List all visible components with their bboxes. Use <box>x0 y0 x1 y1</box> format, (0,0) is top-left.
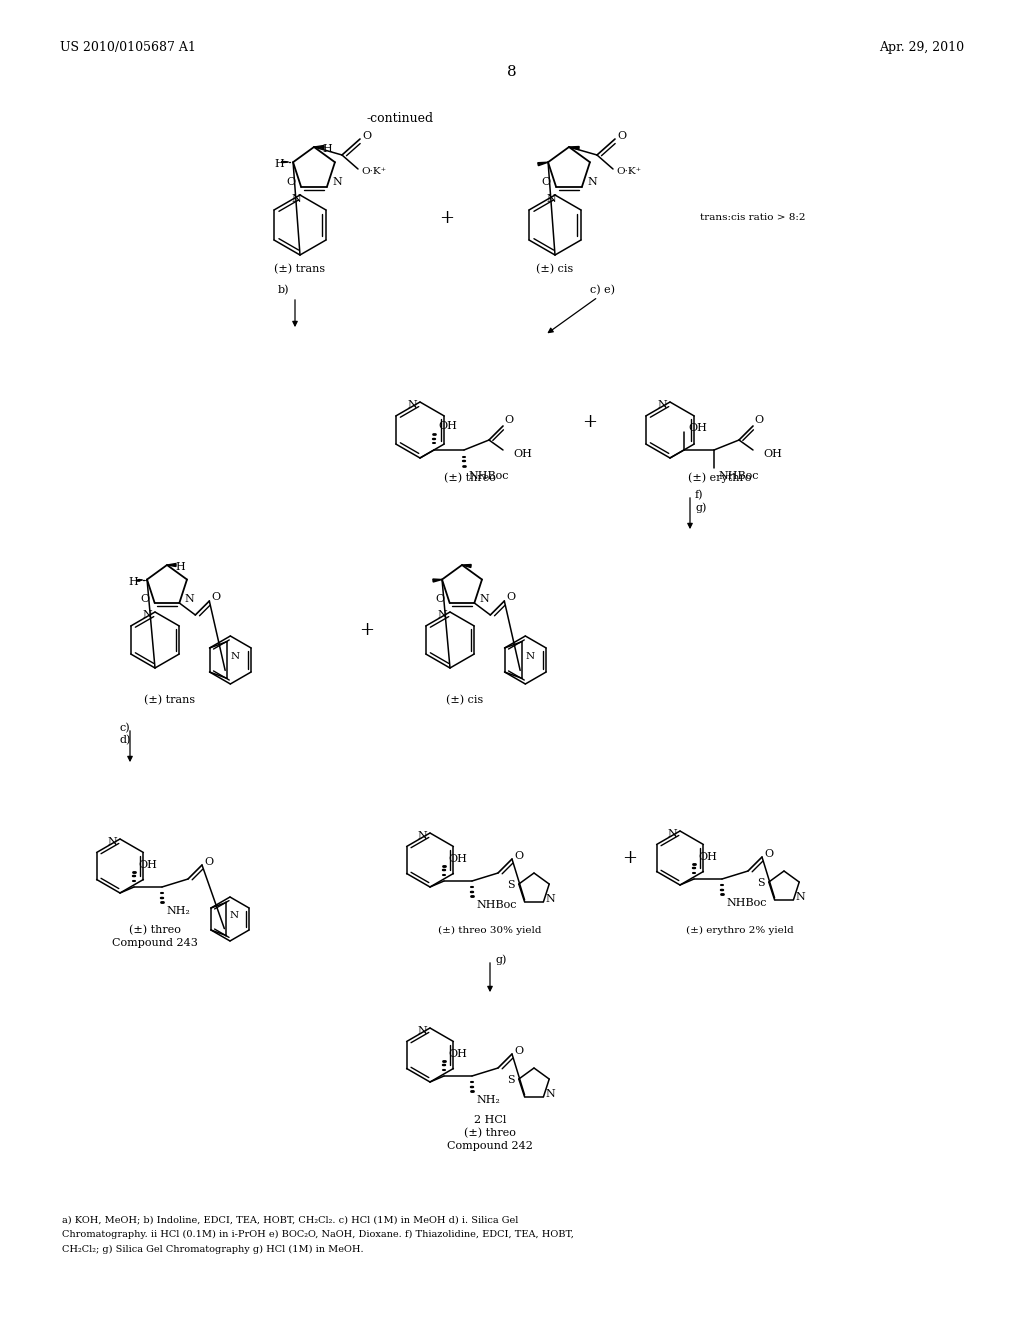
Text: b): b) <box>278 285 290 296</box>
Text: -continued: -continued <box>367 111 433 124</box>
Text: S: S <box>507 1074 515 1085</box>
Text: 2 HCl: 2 HCl <box>474 1115 506 1125</box>
Text: OH: OH <box>688 422 707 433</box>
Text: Compound 243: Compound 243 <box>112 939 198 948</box>
Text: O: O <box>362 131 372 141</box>
Text: (±) cis: (±) cis <box>537 264 573 275</box>
Text: N: N <box>108 837 117 847</box>
Text: NH₂: NH₂ <box>166 906 189 916</box>
Text: N: N <box>546 194 556 205</box>
Text: O: O <box>765 849 773 859</box>
Polygon shape <box>569 147 580 149</box>
Text: N: N <box>546 1089 555 1100</box>
Text: CH₂Cl₂; g) Silica Gel Chromatography g) HCl (1M) in MeOH.: CH₂Cl₂; g) Silica Gel Chromatography g) … <box>62 1245 364 1254</box>
Text: N: N <box>408 400 417 411</box>
Text: N: N <box>525 652 535 661</box>
Text: O: O <box>212 591 221 602</box>
Text: +: + <box>623 849 638 867</box>
Text: (±) threo: (±) threo <box>464 1127 516 1138</box>
Text: f): f) <box>695 490 703 500</box>
Text: O·K⁺: O·K⁺ <box>361 166 387 176</box>
Text: c) e): c) e) <box>590 285 615 296</box>
Text: OH: OH <box>449 1049 467 1059</box>
Text: g): g) <box>495 954 507 965</box>
Polygon shape <box>538 162 548 166</box>
Text: 8: 8 <box>507 65 517 79</box>
Text: H: H <box>128 577 138 586</box>
Text: H: H <box>274 160 284 169</box>
Text: d): d) <box>120 735 131 746</box>
Text: N: N <box>657 400 667 411</box>
Text: N: N <box>230 652 240 661</box>
Text: O: O <box>205 857 214 867</box>
Text: OH: OH <box>698 851 717 862</box>
Text: O: O <box>505 414 514 425</box>
Text: N: N <box>229 912 239 920</box>
Text: H: H <box>323 144 332 154</box>
Text: OH: OH <box>513 449 531 459</box>
Text: O·K⁺: O·K⁺ <box>616 166 642 176</box>
Text: g): g) <box>695 503 707 513</box>
Polygon shape <box>462 565 471 568</box>
Text: +: + <box>583 413 597 432</box>
Text: a) KOH, MeOH; b) Indoline, EDCI, TEA, HOBT, CH₂Cl₂. c) HCl (1M) in MeOH d) i. Si: a) KOH, MeOH; b) Indoline, EDCI, TEA, HO… <box>62 1214 518 1224</box>
Text: Compound 242: Compound 242 <box>447 1140 532 1151</box>
Text: N: N <box>332 177 342 187</box>
Polygon shape <box>167 564 176 566</box>
Text: N: N <box>667 829 677 840</box>
Text: N: N <box>437 610 446 620</box>
Text: O: O <box>140 594 150 605</box>
Text: trans:cis ratio > 8:2: trans:cis ratio > 8:2 <box>700 213 806 222</box>
Text: O: O <box>542 177 551 187</box>
Text: S: S <box>757 878 765 888</box>
Text: (±) cis: (±) cis <box>446 694 483 705</box>
Text: (±) erythro: (±) erythro <box>688 473 752 483</box>
Text: O: O <box>507 591 516 602</box>
Text: OH: OH <box>138 861 157 870</box>
Text: O: O <box>617 131 627 141</box>
Text: N: N <box>417 1026 427 1036</box>
Text: (±) threo: (±) threo <box>129 925 181 935</box>
Text: N: N <box>796 892 805 902</box>
Text: +: + <box>439 209 455 227</box>
Text: O: O <box>514 1045 523 1056</box>
Text: N: N <box>546 894 555 904</box>
Text: NHBoc: NHBoc <box>718 471 759 480</box>
Polygon shape <box>433 579 442 582</box>
Text: Apr. 29, 2010: Apr. 29, 2010 <box>879 41 964 54</box>
Text: NHBoc: NHBoc <box>726 898 767 908</box>
Text: OH: OH <box>449 854 467 865</box>
Text: H: H <box>175 562 185 572</box>
Text: (±) trans: (±) trans <box>144 694 196 705</box>
Text: N: N <box>291 194 301 205</box>
Text: NHBoc: NHBoc <box>468 471 509 480</box>
Text: NHBoc: NHBoc <box>476 900 516 909</box>
Text: +: + <box>359 620 375 639</box>
Text: (±) erythro 2% yield: (±) erythro 2% yield <box>686 925 794 935</box>
Text: (±) threo: (±) threo <box>444 473 496 483</box>
Text: c): c) <box>120 723 131 733</box>
Text: N: N <box>479 594 489 605</box>
Text: N: N <box>587 177 597 187</box>
Polygon shape <box>314 145 324 149</box>
Text: O: O <box>514 851 523 861</box>
Text: (±) trans: (±) trans <box>274 264 326 275</box>
Text: N: N <box>142 610 152 620</box>
Text: NH₂: NH₂ <box>476 1096 500 1105</box>
Text: N: N <box>417 832 427 841</box>
Text: O: O <box>287 177 296 187</box>
Text: US 2010/0105687 A1: US 2010/0105687 A1 <box>60 41 196 54</box>
Text: S: S <box>507 880 515 890</box>
Text: N: N <box>184 594 195 605</box>
Text: O: O <box>435 594 444 605</box>
Text: O: O <box>755 414 764 425</box>
Text: (±) threo 30% yield: (±) threo 30% yield <box>438 925 542 935</box>
Text: OH: OH <box>438 421 457 432</box>
Text: OH: OH <box>763 449 782 459</box>
Text: Chromatography. ii HCl (0.1M) in i-PrOH e) BOC₂O, NaOH, Dioxane. f) Thiazolidine: Chromatography. ii HCl (0.1M) in i-PrOH … <box>62 1230 573 1239</box>
